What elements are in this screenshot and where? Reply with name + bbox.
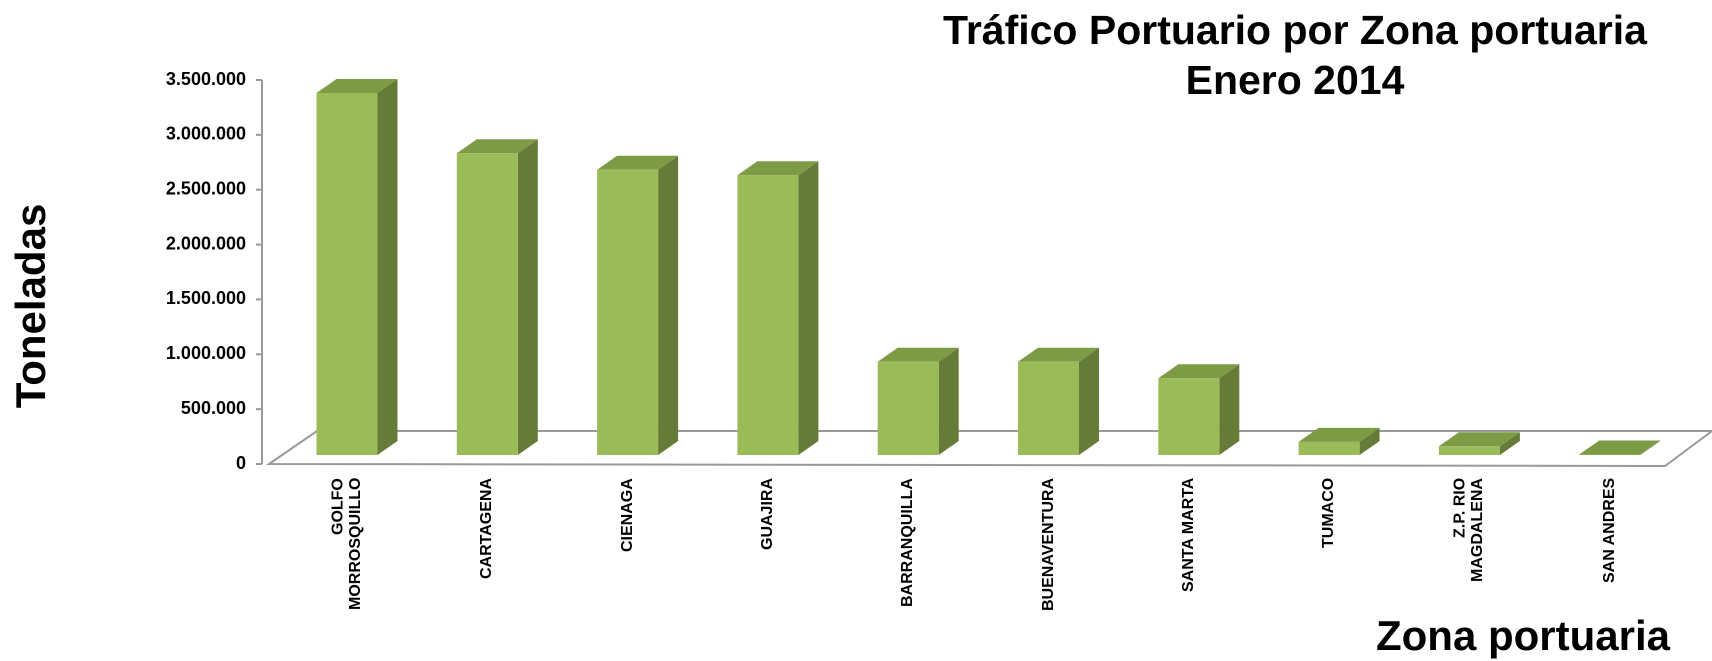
x-tick-label: GUAJIRA — [759, 478, 777, 551]
bar-side — [798, 161, 819, 455]
bar — [456, 153, 518, 456]
bar-side — [1219, 364, 1240, 455]
bar-top — [456, 139, 538, 154]
y-tick-label: 1.500.000 — [166, 288, 246, 308]
y-tick-label: 0 — [236, 453, 246, 473]
chart-title: Tráfico Portuario por Zona portuaria — [943, 7, 1648, 53]
x-tick-label: CARTAGENA — [478, 478, 496, 580]
chart-subtitle: Enero 2014 — [1186, 57, 1405, 103]
bar — [1438, 446, 1500, 455]
bar-side — [938, 347, 959, 455]
bar-top — [737, 161, 819, 176]
bar-top — [1579, 440, 1661, 455]
y-tick-label: 2.000.000 — [166, 233, 246, 253]
x-tick-label: SANTA MARTA — [1180, 478, 1197, 593]
x-tick-label: GOLFO MORROSQUILLO — [329, 478, 364, 611]
bar-side — [517, 139, 538, 456]
x-tick-label: SAN ANDRES — [1600, 478, 1618, 584]
bar-top — [1298, 427, 1380, 442]
x-tick-label: BARRANQUILLA — [899, 478, 917, 607]
bar-side — [1499, 432, 1520, 455]
bar-side — [1359, 427, 1380, 455]
x-tick-label: Z.P. RIO MAGDALENA — [1451, 478, 1487, 582]
bar — [1579, 454, 1641, 455]
bar-side — [1079, 347, 1099, 455]
x-tick-label: TUMACO — [1320, 478, 1338, 549]
y-tick-label: 500.000 — [181, 398, 246, 418]
bar — [1018, 361, 1079, 455]
y-tick-label: 2.500.000 — [166, 178, 246, 198]
bar-top — [1158, 364, 1240, 379]
x-axis-label: Zona portuaria — [1376, 612, 1671, 659]
y-tick-label: 1.000.000 — [166, 343, 246, 363]
x-tick-label: CIENAGA — [618, 478, 636, 552]
y-tick-label: 3.000.000 — [166, 124, 246, 144]
bar — [877, 361, 939, 455]
y-tick-label: 3.500.000 — [166, 69, 246, 89]
bar-top — [1438, 432, 1520, 447]
bar-side — [377, 78, 398, 455]
bar-top — [1018, 347, 1099, 362]
bar-top — [597, 155, 679, 170]
bar-side — [1640, 440, 1661, 455]
x-tick-label: BUENAVENTURA — [1039, 478, 1057, 612]
bar — [1158, 378, 1220, 455]
bar — [1298, 441, 1360, 455]
y-axis-label: Toneladas — [7, 204, 54, 409]
bar-side — [658, 155, 679, 455]
bar-top — [877, 347, 959, 362]
bar-top — [316, 78, 398, 93]
bar — [737, 175, 799, 455]
bar — [316, 92, 378, 455]
bar — [597, 169, 659, 455]
